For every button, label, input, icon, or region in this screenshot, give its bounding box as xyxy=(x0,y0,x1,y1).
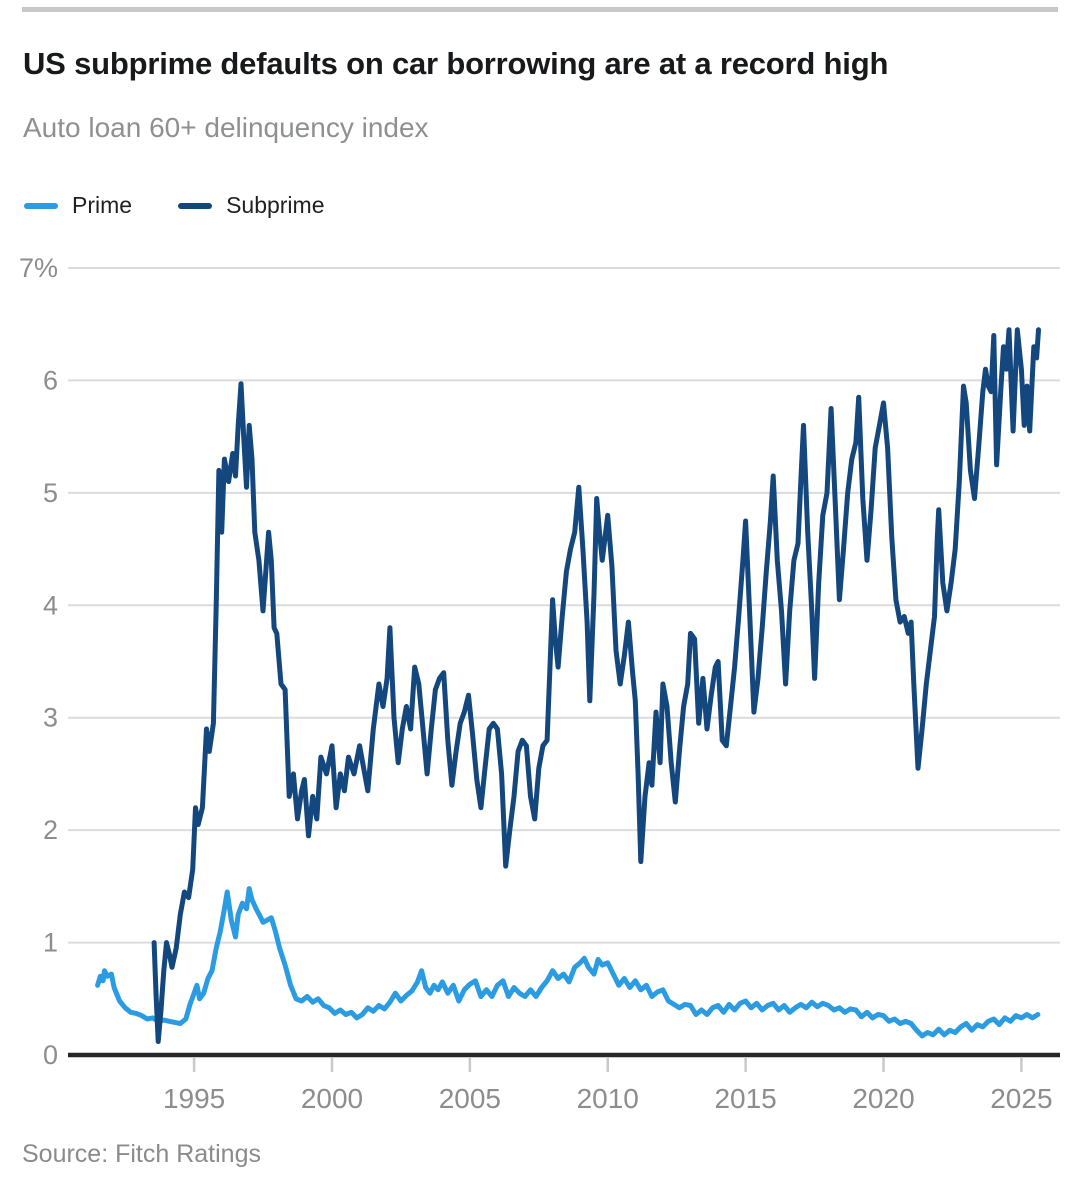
chart-subtitle: Auto loan 60+ delinquency index xyxy=(23,112,429,143)
chart-title: US subprime defaults on car borrowing ar… xyxy=(23,45,889,81)
x-axis-label: 2000 xyxy=(301,1083,363,1114)
x-axis-label: 2025 xyxy=(990,1083,1052,1114)
legend-label-subprime: Subprime xyxy=(226,192,325,218)
source-note: Source: Fitch Ratings xyxy=(22,1140,261,1168)
legend-item-subprime: Subprime xyxy=(178,192,325,219)
x-axis-label: 2010 xyxy=(577,1083,639,1114)
y-axis-label: 3 xyxy=(43,703,58,733)
subprime-line xyxy=(151,327,1041,1044)
legend-label-prime: Prime xyxy=(72,192,133,218)
top-rule xyxy=(22,7,1058,12)
subprime-line-swatch-icon xyxy=(178,202,213,209)
y-axis-label: 1 xyxy=(43,928,58,958)
x-axis-label: 1995 xyxy=(163,1083,225,1114)
x-axis-label: 2015 xyxy=(714,1083,776,1114)
prime-line xyxy=(95,886,1041,1039)
prime-line-swatch-icon xyxy=(24,202,58,209)
y-axis-label: 6 xyxy=(43,365,58,395)
x-axis-label: 2020 xyxy=(852,1083,914,1114)
y-axis-label: 5 xyxy=(43,478,58,508)
y-axis-label: 4 xyxy=(43,590,58,620)
legend: Prime Subprime xyxy=(24,192,325,219)
y-axis-label: 7% xyxy=(19,253,58,283)
x-axis-label: 2005 xyxy=(439,1083,501,1114)
legend-item-prime: Prime xyxy=(24,192,132,219)
y-axis-label: 2 xyxy=(43,815,58,845)
y-axis-label: 0 xyxy=(43,1040,58,1070)
